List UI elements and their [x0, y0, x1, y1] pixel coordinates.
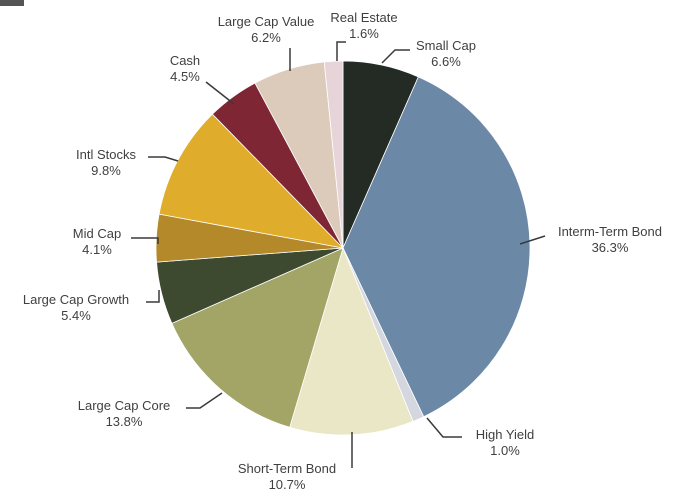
leader-line-high-yield: [426, 417, 462, 438]
slice-percent-small-cap: 6.6%: [431, 54, 461, 69]
slice-percent-intl-stocks: 9.8%: [91, 163, 121, 178]
leader-line-large-cap-growth: [146, 290, 160, 303]
pie-slice-large-cap-core: [171, 247, 344, 428]
slice-label-large-cap-core: Large Cap Core: [78, 398, 171, 413]
slice-label-cash: Cash: [170, 53, 200, 68]
slice-percent-short-term-bond: 10.7%: [269, 477, 306, 491]
leader-line-large-cap-core: [186, 392, 223, 409]
slice-label-large-cap-growth: Large Cap Growth: [23, 292, 129, 307]
leader-line-interm-term-bond: [519, 235, 546, 245]
leader-line-mid-cap: [131, 237, 159, 244]
slice-percent-real-estate: 1.6%: [349, 26, 379, 41]
slice-label-small-cap: Small Cap: [416, 38, 476, 53]
pie-slice-real-estate: [323, 60, 344, 249]
slice-percent-large-cap-value: 6.2%: [251, 30, 281, 45]
slice-label-intl-stocks: Intl Stocks: [76, 147, 136, 162]
slice-label-short-term-bond: Short-Term Bond: [238, 461, 336, 476]
slice-label-interm-term-bond: Interm-Term Bond: [558, 224, 662, 239]
pie-slices: [155, 60, 531, 436]
pie-slice-intl-stocks: [158, 113, 345, 249]
pie-leader-lines: [131, 41, 546, 468]
leader-line-small-cap: [381, 49, 410, 64]
pie-slice-interm-term-bond: [342, 76, 531, 418]
slice-percent-mid-cap: 4.1%: [82, 242, 112, 257]
slice-label-real-estate: Real Estate: [330, 10, 397, 25]
slice-label-mid-cap: Mid Cap: [73, 226, 121, 241]
slice-percent-interm-term-bond: 36.3%: [592, 240, 629, 255]
slice-percent-cash: 4.5%: [170, 69, 200, 84]
leader-line-real-estate: [336, 41, 346, 61]
leader-line-cash: [205, 81, 235, 105]
slice-label-high-yield: High Yield: [476, 427, 535, 442]
slice-percent-large-cap-growth: 5.4%: [61, 308, 91, 323]
corner-mark: [0, 0, 24, 6]
slice-label-large-cap-value: Large Cap Value: [218, 14, 315, 29]
leader-line-intl-stocks: [148, 156, 179, 162]
slice-percent-high-yield: 1.0%: [490, 443, 520, 458]
slice-percent-large-cap-core: 13.8%: [106, 414, 143, 429]
